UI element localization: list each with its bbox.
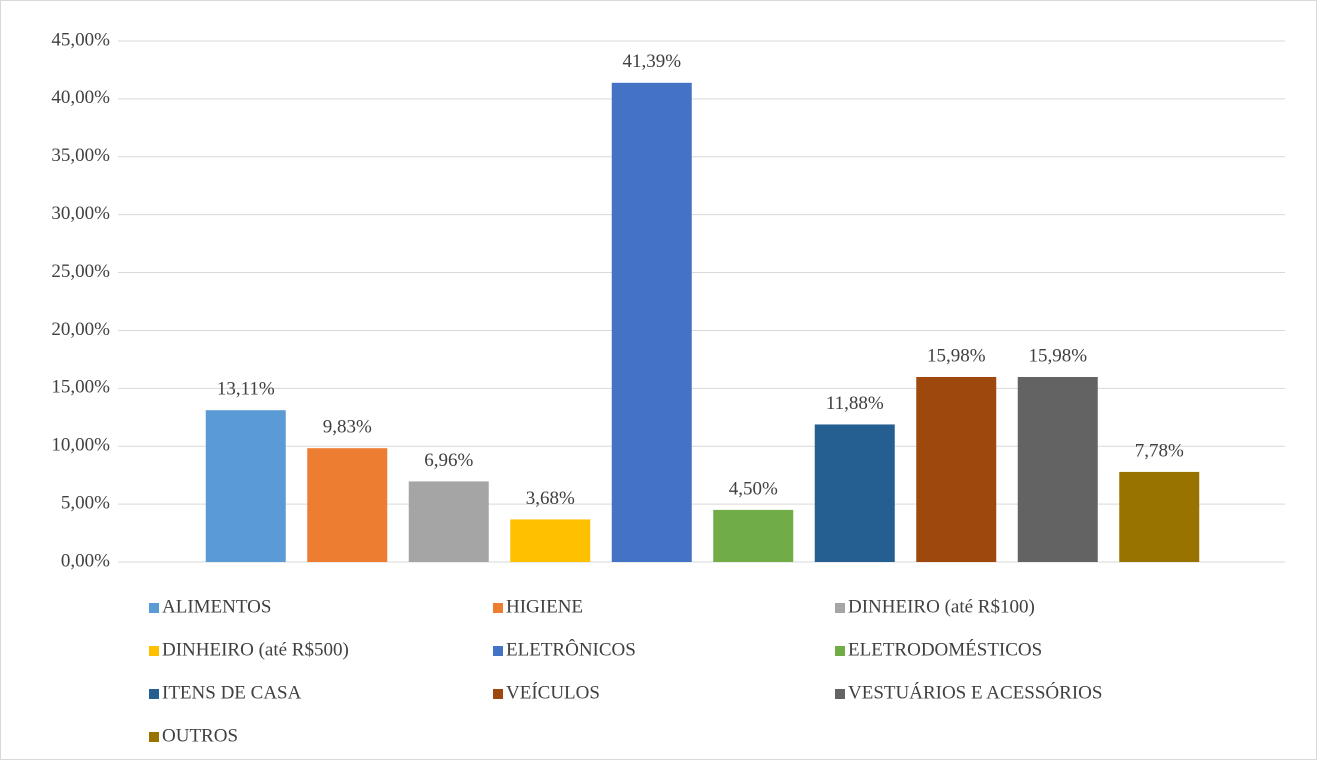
bar: [1017, 376, 1098, 562]
legend-label: VEÍCULOS: [506, 681, 600, 703]
data-label: 6,96%: [424, 450, 473, 471]
y-tick-label: 10,00%: [51, 435, 110, 456]
legend-label: ITENS DE CASA: [162, 682, 302, 703]
data-label: 3,68%: [526, 488, 575, 509]
bar: [510, 519, 591, 562]
legend-label: OUTROS: [162, 725, 238, 746]
legend-swatch: [493, 603, 503, 613]
y-tick-label: 25,00%: [51, 261, 110, 282]
legend-swatch: [835, 603, 845, 613]
bar: [408, 481, 489, 562]
legend-swatch: [835, 689, 845, 699]
bar: [307, 448, 388, 562]
legend-swatch: [493, 646, 503, 656]
legend-label: ALIMENTOS: [162, 596, 271, 617]
data-label: 7,78%: [1135, 440, 1184, 461]
legend-label: DINHEIRO (até R$100): [848, 596, 1035, 617]
legend-label: ELETRÔNICOS: [506, 638, 636, 660]
data-label: 9,83%: [323, 417, 372, 438]
bar: [916, 376, 997, 562]
legend-swatch: [149, 646, 159, 656]
bar: [1119, 471, 1200, 562]
legend-label: DINHEIRO (até R$500): [162, 639, 349, 660]
legend-label: HIGIENE: [506, 596, 583, 617]
y-tick-label: 15,00%: [51, 377, 110, 398]
y-tick-label: 40,00%: [51, 87, 110, 108]
data-label: 4,50%: [729, 478, 778, 499]
y-tick-label: 30,00%: [51, 203, 110, 224]
bar: [611, 82, 692, 562]
legend-swatch: [149, 603, 159, 613]
legend-swatch: [149, 689, 159, 699]
legend-label: VESTUÁRIOS E ACESSÓRIOS: [848, 681, 1102, 703]
y-tick-label: 5,00%: [61, 492, 110, 513]
bar: [205, 410, 286, 562]
y-tick-label: 20,00%: [51, 319, 110, 340]
data-label: 15,98%: [927, 345, 986, 366]
legend-swatch: [149, 732, 159, 742]
data-label: 15,98%: [1028, 345, 1087, 366]
legend-swatch: [493, 689, 503, 699]
bar: [814, 424, 895, 562]
data-label: 41,39%: [622, 51, 681, 72]
y-tick-label: 0,00%: [61, 550, 110, 571]
bar: [713, 509, 794, 562]
data-label: 13,11%: [217, 379, 275, 400]
data-label: 11,88%: [826, 393, 884, 414]
legend-label: ELETRODOMÉSTICOS: [848, 638, 1042, 660]
y-tick-label: 45,00%: [51, 29, 110, 50]
legend-swatch: [835, 646, 845, 656]
y-tick-label: 35,00%: [51, 145, 110, 166]
